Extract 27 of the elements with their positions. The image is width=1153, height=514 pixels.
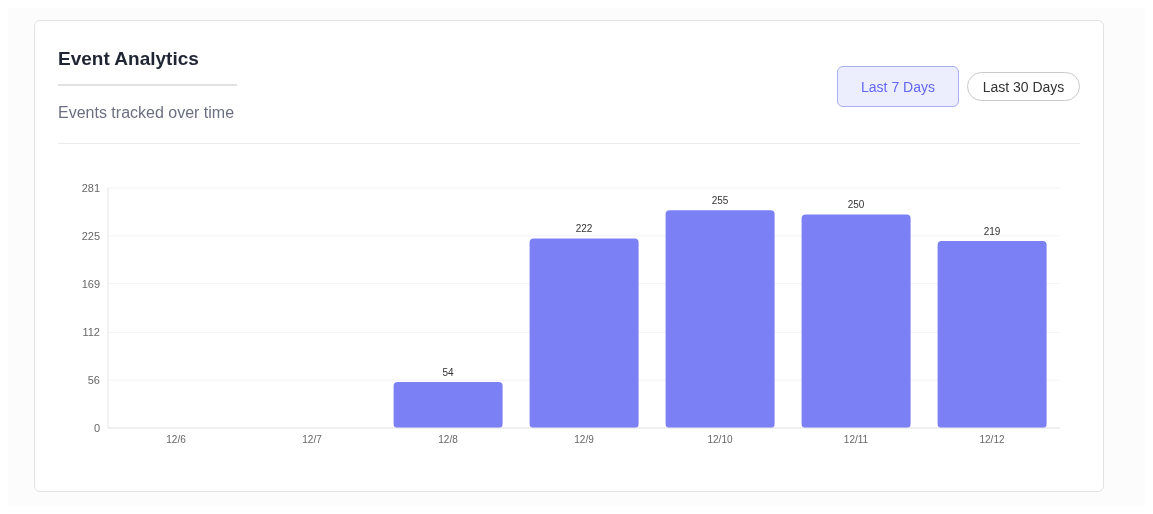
y-tick-label: 225 — [81, 229, 100, 242]
data-label: 54 — [442, 366, 455, 378]
y-tick-label: 56 — [87, 374, 100, 387]
y-tick-label: 281 — [81, 181, 100, 194]
bar — [393, 381, 503, 428]
x-tick-label: 12/10 — [707, 434, 733, 446]
bar — [801, 214, 911, 428]
chart-subtitle: Events tracked over time — [58, 104, 235, 122]
bar — [937, 240, 1047, 428]
x-tick-label: 12/9 — [574, 434, 595, 446]
x-tick-label: 12/11 — [843, 434, 869, 446]
y-tick-label: 169 — [81, 277, 100, 290]
y-tick-label: 112 — [82, 326, 100, 339]
data-label: 255 — [711, 195, 729, 207]
x-tick-label: 12/7 — [302, 434, 323, 446]
data-label: 219 — [983, 225, 1001, 237]
x-tick-label: 12/12 — [979, 434, 1005, 446]
bar — [529, 238, 639, 428]
bar — [665, 210, 775, 428]
chart-title: Event Analytics — [58, 48, 199, 70]
text: Last 7 Days — [837, 66, 959, 107]
text: Last 30 Days — [967, 72, 1080, 101]
data-label: 222 — [575, 223, 593, 235]
x-tick-label: 12/8 — [438, 434, 459, 446]
x-tick-label: 12/6 — [166, 434, 187, 446]
y-tick-label: 0 — [93, 421, 100, 434]
data-label: 250 — [847, 199, 865, 211]
